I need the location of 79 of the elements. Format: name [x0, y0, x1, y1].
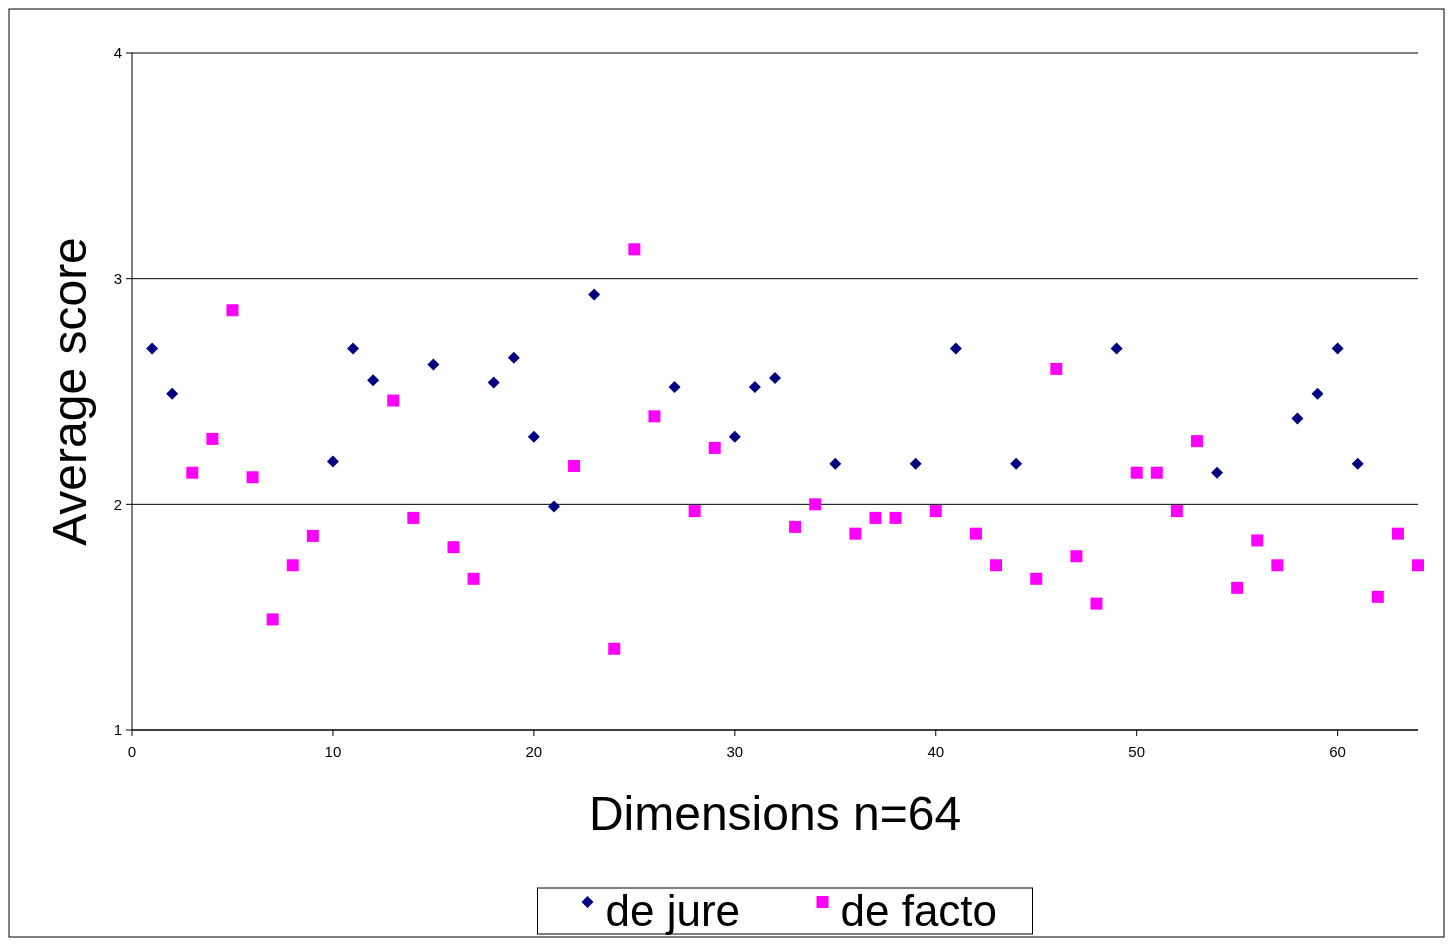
point: [568, 459, 581, 472]
point: [909, 457, 922, 470]
point: [166, 387, 179, 400]
point: [487, 376, 500, 389]
point: [447, 541, 460, 554]
point: [206, 432, 219, 445]
point: [1130, 466, 1143, 479]
y-tick-label: 4: [113, 44, 122, 62]
point: [990, 559, 1003, 572]
point: [527, 430, 540, 443]
point: [1231, 581, 1244, 594]
point: [186, 466, 199, 479]
point: [829, 457, 842, 470]
y-tick-label: 3: [113, 269, 122, 287]
point: [347, 342, 360, 355]
point: [407, 511, 420, 524]
point: [588, 288, 601, 301]
point: [628, 243, 641, 256]
point: [969, 527, 982, 540]
point: [1291, 412, 1304, 425]
point: [728, 430, 741, 443]
y-tick-label: 2: [113, 495, 122, 513]
y-axis-title: Average score: [43, 237, 96, 546]
point: [367, 374, 380, 387]
point: [1271, 559, 1284, 572]
point: [1010, 457, 1023, 470]
x-tick-label: 0: [127, 743, 137, 760]
point: [789, 520, 802, 533]
point: [547, 500, 560, 513]
point: [748, 380, 761, 393]
point: [889, 511, 902, 524]
point: [226, 304, 239, 317]
point: [1311, 387, 1324, 400]
point: [1251, 534, 1264, 547]
point: [809, 498, 822, 511]
y-tick-label: 1: [113, 721, 122, 739]
point: [849, 527, 862, 540]
point: [1030, 572, 1043, 585]
point: [246, 471, 259, 484]
point: [266, 613, 279, 626]
point: [1150, 466, 1163, 479]
point: [387, 394, 400, 407]
point: [1050, 362, 1063, 375]
point: [1070, 550, 1083, 563]
x-tick-label: 40: [927, 743, 945, 760]
point: [1211, 466, 1224, 479]
point: [1331, 342, 1344, 355]
point: [648, 410, 661, 423]
point: [1351, 457, 1364, 470]
point: [929, 505, 942, 518]
x-tick-label: 30: [726, 743, 744, 760]
point: [1412, 559, 1424, 572]
point: [306, 529, 319, 542]
point: [688, 505, 701, 518]
point: [708, 441, 721, 454]
point: [467, 572, 480, 585]
point: [326, 455, 339, 468]
point: [1190, 435, 1203, 448]
point: [1110, 342, 1123, 355]
x-tick-label: 60: [1329, 743, 1346, 760]
legend-label: de facto: [840, 886, 998, 935]
point: [608, 642, 621, 655]
point: [668, 380, 681, 393]
x-tick-label: 50: [1128, 743, 1146, 760]
point: [1170, 505, 1183, 518]
point: [869, 511, 882, 524]
x-axis-title: Dimensions n=64: [588, 787, 962, 840]
point: [146, 342, 159, 355]
legend-label: de jure: [605, 886, 741, 935]
point: [1090, 597, 1103, 610]
x-tick-label: 10: [324, 743, 342, 760]
point: [427, 358, 440, 371]
point: [286, 559, 299, 572]
x-tick-label: 20: [525, 743, 543, 760]
point: [1371, 590, 1384, 603]
point: [1391, 527, 1404, 540]
point: [769, 371, 781, 384]
point: [507, 351, 520, 364]
point: [949, 342, 962, 355]
